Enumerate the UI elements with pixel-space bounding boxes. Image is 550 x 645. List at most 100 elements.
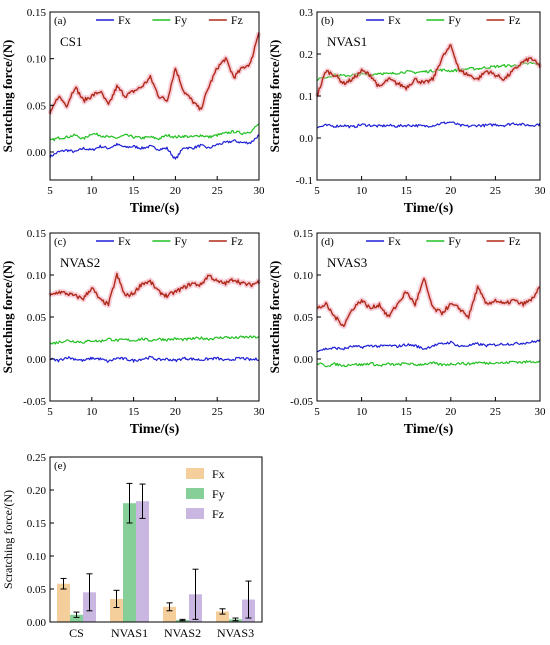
panel-d: 5 10 15 20 25 30 -0.05 0.00 0.05 0.10 0.15 Time/(s)… bbox=[267, 228, 546, 437]
series-Fx-line bbox=[317, 339, 541, 353]
sample-label: CS1 bbox=[60, 34, 82, 49]
x-tick-label: 5 bbox=[314, 185, 320, 197]
y-tick-label: 0.25 bbox=[27, 452, 47, 464]
bar-Fx-NVAS3 bbox=[216, 611, 229, 622]
sample-label: NVAS2 bbox=[60, 255, 100, 270]
series-Fy-line bbox=[49, 123, 260, 142]
legend-label-Fx: Fx bbox=[118, 13, 131, 27]
x-tick-label: 10 bbox=[86, 185, 98, 197]
legend-swatch-Fz bbox=[186, 508, 204, 519]
series-Fx-line bbox=[49, 355, 260, 363]
x-tick-label: 30 bbox=[254, 185, 266, 197]
y-axis-label: Scratching force/(N) bbox=[0, 40, 15, 153]
sample-label: NVAS1 bbox=[327, 34, 367, 49]
x-tick-label: 20 bbox=[170, 185, 182, 197]
x-tick-label: 5 bbox=[47, 406, 53, 418]
panel-letter: (c) bbox=[54, 236, 67, 248]
y-tick-label: -0.1 bbox=[296, 175, 313, 187]
series-Fz-line bbox=[49, 32, 260, 115]
y-axis-label: Scratching force/(N) bbox=[267, 261, 282, 374]
x-axis-label: Time/(s) bbox=[404, 422, 454, 437]
legend-label-Fy: Fy bbox=[448, 13, 461, 27]
legend-label-Fz: Fz bbox=[508, 234, 520, 248]
x-tick-label: 30 bbox=[535, 185, 547, 197]
y-tick-label: 0.10 bbox=[294, 270, 314, 282]
legend-label-Fx: Fx bbox=[388, 13, 401, 27]
y-tick-label: 0.10 bbox=[27, 551, 47, 563]
panel-letter: (e) bbox=[54, 460, 67, 472]
series-Fz-line bbox=[316, 277, 541, 328]
bar-Fx-NVAS1 bbox=[110, 598, 123, 622]
x-tick-label: 10 bbox=[356, 406, 368, 418]
y-tick-label: 0.15 bbox=[294, 228, 314, 240]
bar-Fz-NVAS1 bbox=[136, 501, 149, 622]
legend-label-Fy: Fy bbox=[212, 487, 225, 501]
y-axis-label: Scratching force/(N) bbox=[267, 40, 282, 153]
x-tick-label: 25 bbox=[212, 406, 224, 418]
x-tick-label: 30 bbox=[535, 406, 547, 418]
y-tick-label: 0.0 bbox=[299, 133, 313, 145]
x-tick-label: 20 bbox=[445, 406, 457, 418]
bar-Fy-CS bbox=[70, 614, 83, 622]
x-axis-label: Time/(s) bbox=[130, 422, 180, 437]
plot-frame bbox=[49, 11, 260, 181]
bar-Fy-NVAS1 bbox=[123, 503, 136, 622]
y-tick-label: 0.15 bbox=[27, 228, 47, 240]
legend-label-Fx: Fx bbox=[118, 234, 131, 248]
panel-letter: (d) bbox=[321, 236, 334, 248]
panel-e: CS NVAS1 NVAS2 NVAS3 0.00 0.05 0.10 0.15 0.20 0.2… bbox=[1, 452, 263, 640]
series-Fz-line bbox=[49, 272, 260, 307]
y-tick-label: 0.05 bbox=[294, 312, 314, 324]
legend-label-Fx: Fx bbox=[212, 467, 225, 481]
series-Fx-line bbox=[316, 121, 541, 129]
x-tick-label: 5 bbox=[314, 406, 320, 418]
y-tick-label: 0.2 bbox=[299, 49, 313, 61]
panel-a: 5 10 15 20 25 30 0.00 0.05 0.10 0.15 Time/(s) Scrat… bbox=[0, 7, 265, 216]
y-tick-label: 0.05 bbox=[27, 584, 47, 596]
y-tick-label: 0.15 bbox=[27, 7, 47, 19]
x-tick-label: 10 bbox=[356, 185, 368, 197]
y-tick-label: 0.00 bbox=[27, 617, 47, 629]
plot-frame bbox=[49, 456, 263, 623]
legend-swatch-Fx bbox=[186, 468, 204, 479]
legend-label-Fx: Fx bbox=[388, 234, 401, 248]
x-tick-label: 25 bbox=[212, 185, 224, 197]
series-Fx-line bbox=[49, 133, 260, 160]
category-label: CS bbox=[69, 626, 84, 640]
y-tick-label: -0.05 bbox=[23, 396, 46, 408]
category-label: NVAS2 bbox=[164, 626, 201, 640]
y-tick-label: 0.05 bbox=[27, 100, 47, 112]
series-Fy-line bbox=[49, 335, 260, 345]
series-Fy-line bbox=[316, 360, 540, 368]
x-tick-label: 30 bbox=[254, 406, 266, 418]
legend-label-Fy: Fy bbox=[448, 234, 461, 248]
y-tick-label: 0.10 bbox=[27, 270, 47, 282]
bar-Fx-CS bbox=[57, 583, 70, 622]
y-axis-label: Scratching force/(N) bbox=[0, 261, 15, 374]
x-axis-label: Time/(s) bbox=[130, 201, 180, 216]
y-tick-label: 0.20 bbox=[27, 485, 47, 497]
series-Fz-band bbox=[314, 42, 543, 98]
x-tick-label: 25 bbox=[490, 406, 502, 418]
y-tick-label: 0.05 bbox=[27, 312, 47, 324]
legend-label-Fz: Fz bbox=[231, 13, 243, 27]
bar-Fx-NVAS2 bbox=[163, 606, 176, 622]
panel-b: 5 10 15 20 25 30 -0.1 0.0 0.1 0.2 0.3 Time/(s) Scrat… bbox=[267, 7, 546, 216]
panel-letter: (a) bbox=[54, 15, 67, 27]
x-tick-label: 25 bbox=[490, 185, 502, 197]
y-tick-label: 0.3 bbox=[299, 7, 313, 19]
x-tick-label: 10 bbox=[86, 406, 98, 418]
x-tick-label: 15 bbox=[401, 406, 413, 418]
y-axis-label: Scratching force/(N) bbox=[1, 490, 15, 589]
legend-label-Fy: Fy bbox=[174, 234, 187, 248]
panel-letter: (b) bbox=[321, 15, 334, 27]
series-Fz-line bbox=[316, 44, 541, 97]
y-tick-label: 0.10 bbox=[27, 54, 47, 66]
x-tick-label: 20 bbox=[170, 406, 182, 418]
x-tick-label: 5 bbox=[47, 185, 53, 197]
legend-swatch-Fy bbox=[186, 488, 204, 499]
y-tick-label: 0.1 bbox=[299, 91, 313, 103]
x-axis-label: Time/(s) bbox=[404, 201, 454, 216]
x-tick-label: 15 bbox=[128, 185, 140, 197]
